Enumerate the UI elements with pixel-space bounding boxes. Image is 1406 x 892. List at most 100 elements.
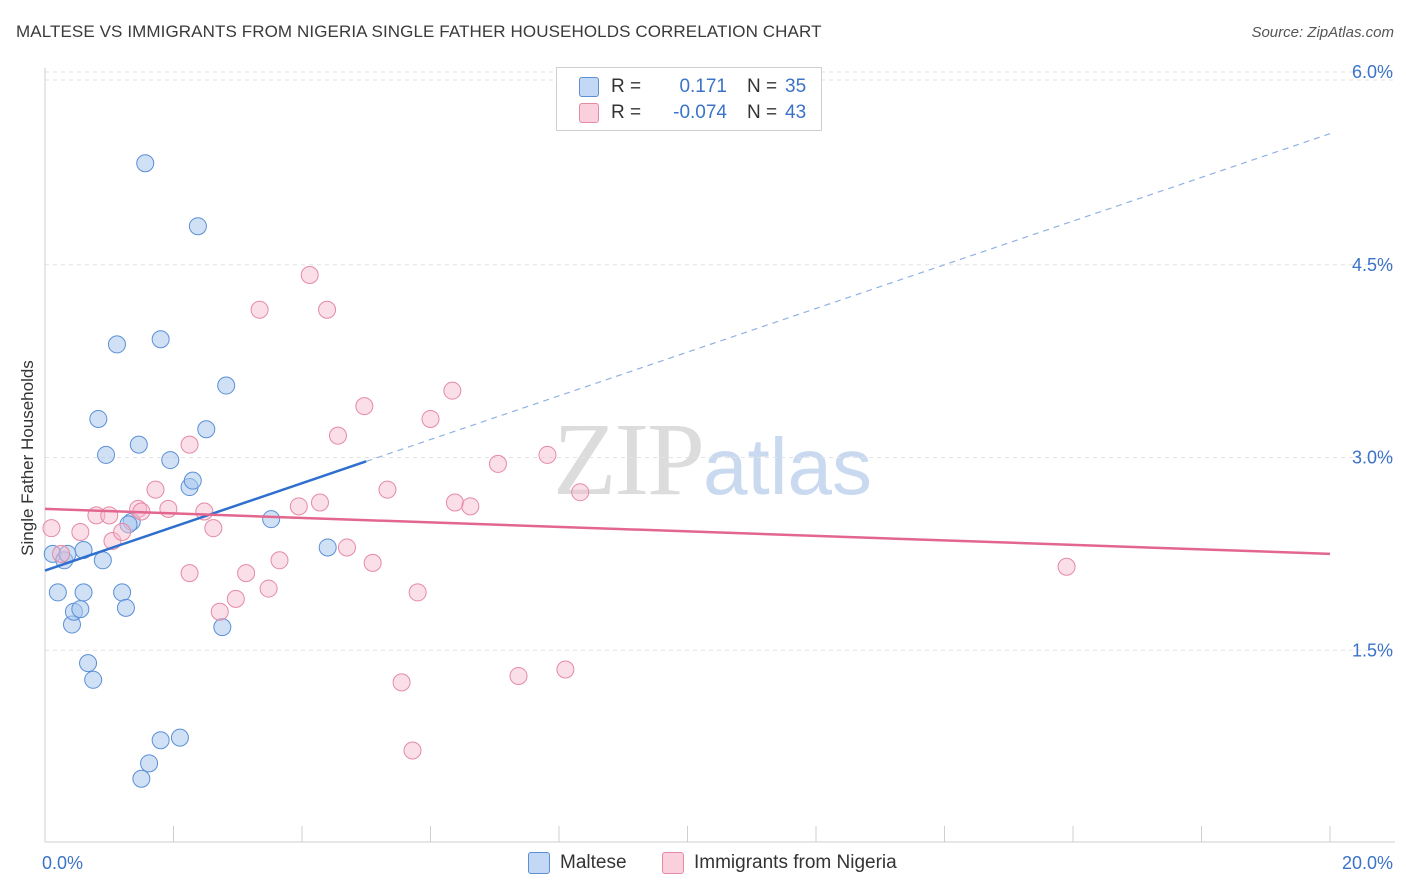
maltese-point xyxy=(136,154,155,173)
maltese-point xyxy=(151,731,170,750)
nigeria-point xyxy=(337,538,356,557)
nigeria-point xyxy=(1057,557,1076,576)
series-label-maltese: Maltese xyxy=(560,852,627,873)
maltese-point xyxy=(113,583,132,602)
nigeria-point xyxy=(488,454,507,473)
nigeria-point xyxy=(237,564,256,583)
maltese-point xyxy=(197,420,216,439)
maltese-point xyxy=(170,728,189,747)
maltese-point xyxy=(48,583,67,602)
nigeria-point xyxy=(461,497,480,516)
legend-row-maltese: R = 0.171 N = 35 xyxy=(579,75,806,99)
nigeria-point xyxy=(421,409,440,428)
source-label: Source: ZipAtlas.com xyxy=(1251,24,1394,41)
nigeria-point xyxy=(113,523,132,542)
nigeria-point xyxy=(52,544,71,563)
nigeria-point xyxy=(556,660,575,679)
nigeria-point xyxy=(538,445,557,464)
series-swatch-maltese xyxy=(528,852,550,874)
legend-r-label: R = xyxy=(611,102,642,123)
y-tick-label: 6.0% xyxy=(1352,62,1393,82)
watermark: ZIPatlas xyxy=(553,400,872,519)
nigeria-point xyxy=(159,499,178,518)
nigeria-point xyxy=(259,579,278,598)
maltese-point xyxy=(188,217,207,236)
nigeria-point xyxy=(180,564,199,583)
nigeria-point xyxy=(310,493,329,512)
maltese-point xyxy=(318,538,337,557)
maltese-point xyxy=(93,551,112,570)
y-tick-label: 1.5% xyxy=(1352,640,1393,660)
maltese-point xyxy=(71,600,90,619)
maltese-trendline xyxy=(44,460,367,572)
maltese-point xyxy=(84,670,103,689)
nigeria-point xyxy=(403,741,422,760)
watermark-zip: ZIP xyxy=(553,402,705,517)
nigeria-point xyxy=(318,300,337,319)
maltese-point xyxy=(217,376,236,395)
x-tick-label-min: 0.0% xyxy=(42,853,83,873)
maltese-point xyxy=(140,754,159,773)
nigeria-point xyxy=(408,583,427,602)
nigeria-point xyxy=(509,666,528,685)
nigeria-point xyxy=(378,480,397,499)
maltese-point xyxy=(119,515,138,534)
maltese-point xyxy=(262,510,281,529)
nigeria-point xyxy=(571,483,590,502)
nigeria-point xyxy=(71,523,90,542)
nigeria-point xyxy=(392,673,411,692)
maltese-point xyxy=(89,409,108,428)
maltese-point xyxy=(151,330,170,349)
nigeria-point xyxy=(445,493,464,512)
chart-title: MALTESE VS IMMIGRANTS FROM NIGERIA SINGL… xyxy=(16,22,822,41)
series-swatch-nigeria xyxy=(662,852,684,874)
maltese-point xyxy=(161,451,180,470)
nigeria-point xyxy=(100,506,119,525)
nigeria-point xyxy=(300,266,319,285)
maltese-point xyxy=(213,618,232,637)
legend-n-value: 43 xyxy=(785,102,807,123)
nigeria-point xyxy=(42,519,61,538)
nigeria-point xyxy=(270,551,289,570)
legend-swatch-nigeria xyxy=(579,103,599,123)
legend-swatch-maltese xyxy=(579,77,599,97)
series-legend-maltese: Maltese xyxy=(528,852,627,874)
maltese-trendline-extension xyxy=(366,133,1331,462)
legend-row-nigeria: R = -0.074 N = 43 xyxy=(579,101,806,125)
nigeria-point xyxy=(146,480,165,499)
maltese-point xyxy=(79,654,98,673)
nigeria-point xyxy=(443,381,462,400)
y-tick-label: 4.5% xyxy=(1352,255,1393,275)
legend-r-label: R = xyxy=(611,76,642,97)
legend-r-value: -0.074 xyxy=(673,102,727,123)
maltese-point xyxy=(129,435,148,454)
nigeria-point xyxy=(180,435,199,454)
legend-r-value: 0.171 xyxy=(679,76,727,97)
maltese-point xyxy=(107,335,126,354)
legend-n-value: 35 xyxy=(785,76,807,97)
legend-n-label: N = xyxy=(747,102,778,123)
maltese-point xyxy=(74,583,93,602)
maltese-point xyxy=(97,445,116,464)
maltese-point xyxy=(183,471,202,490)
legend-n-label: N = xyxy=(747,76,778,97)
nigeria-point xyxy=(355,397,374,416)
y-tick-label: 3.0% xyxy=(1352,448,1393,468)
nigeria-point xyxy=(226,589,245,608)
nigeria-point xyxy=(363,553,382,572)
nigeria-point xyxy=(328,426,347,445)
nigeria-point xyxy=(210,602,229,621)
series-legend: Maltese Immigrants from Nigeria xyxy=(0,852,1406,878)
nigeria-trendline xyxy=(44,507,1331,556)
series-label-nigeria: Immigrants from Nigeria xyxy=(694,852,897,873)
nigeria-point xyxy=(289,497,308,516)
correlation-legend: R = 0.171 N = 35 R = -0.074 N = 43 xyxy=(556,67,822,131)
nigeria-point xyxy=(250,300,269,319)
series-legend-nigeria: Immigrants from Nigeria xyxy=(662,852,897,874)
x-tick-label-max: 20.0% xyxy=(1342,853,1393,873)
maltese-point xyxy=(116,598,135,617)
watermark-atlas: atlas xyxy=(703,422,872,511)
nigeria-point xyxy=(204,519,223,538)
maltese-point xyxy=(132,769,151,788)
